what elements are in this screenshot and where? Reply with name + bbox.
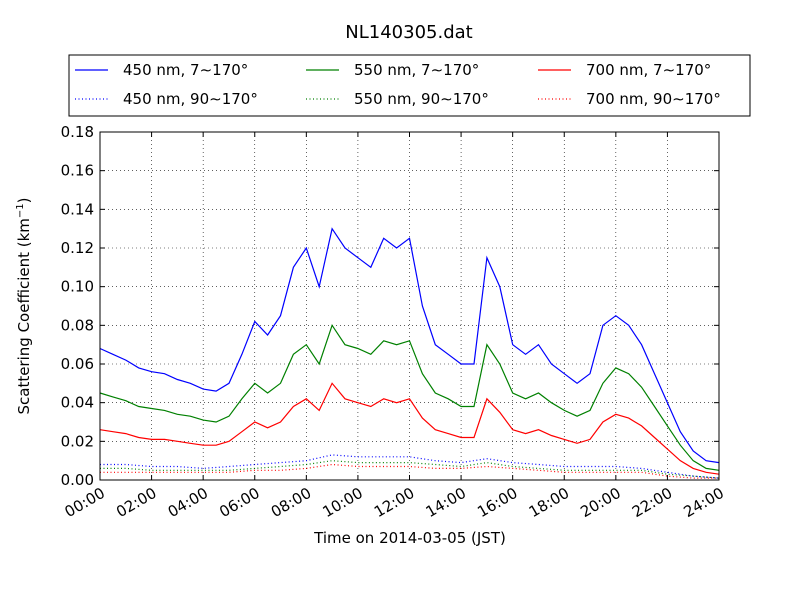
y-tick-labels: 0.00 0.02 0.04 0.06 0.08 0.10 0.12 0.14 0.16 0.18: [61, 123, 94, 489]
legend-box: [68, 54, 751, 117]
legend-label-2: 550 nm, 7∼170°: [354, 61, 479, 79]
y-tick-label: 0.02: [61, 432, 94, 450]
y-tick-label: 0.00: [61, 471, 94, 489]
y-axis-label-main: Scattering Coefficient (km: [15, 218, 33, 414]
series-line-1: [99, 227, 720, 464]
y-tick-label: 0.10: [61, 278, 94, 296]
chart-title: NL140305.dat: [345, 22, 472, 43]
legend-label-5: 550 nm, 90∼170°: [354, 90, 489, 108]
series-layer: [99, 227, 720, 479]
series-line-2: [99, 323, 720, 471]
y-tick-label: 0.06: [61, 355, 94, 373]
y-tick-label: 0.14: [61, 200, 94, 218]
x-axis-label: Time on 2014-03-05 (JST): [313, 529, 506, 547]
y-tick-label: 0.04: [61, 394, 94, 412]
series-line-4: [100, 454, 720, 479]
y-axis-label-suffix: ): [15, 197, 33, 203]
y-tick-label: 0.18: [61, 123, 94, 141]
y-axis-label-sup: −1: [15, 203, 26, 218]
y-tick-label: 0.16: [61, 162, 94, 180]
ticks: [99, 131, 720, 481]
y-tick-label: 0.12: [61, 239, 94, 257]
y-tick-label: 0.08: [61, 316, 94, 334]
legend: 450 nm, 7∼170° 550 nm, 7∼170° 700 nm, 7∼17…: [68, 54, 751, 117]
legend-label-3: 700 nm, 7∼170°: [586, 61, 711, 79]
y-axis-label: Scattering Coefficient (km−1): [15, 197, 33, 414]
legend-label-4: 450 nm, 90∼170°: [123, 90, 258, 108]
legend-label-6: 700 nm, 90∼170°: [586, 90, 721, 108]
series-line-3: [99, 382, 720, 475]
legend-label-1: 450 nm, 7∼170°: [123, 61, 248, 79]
